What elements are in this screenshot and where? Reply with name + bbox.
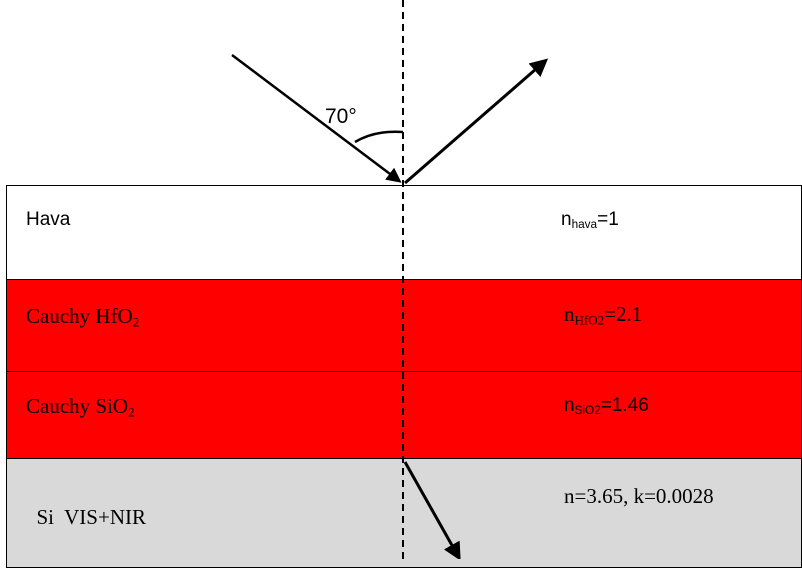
layer-sio2-name: Cauchy SiO2 [26,394,135,420]
layer-air-name-text: Hava [26,209,71,230]
layer-hfo2-name-sub: 2 [132,314,140,330]
transmitted-ray-arrow [403,461,461,559]
layer-air-name: Hava [26,210,70,229]
incident-ray-arrow [231,54,402,183]
layer-sio2-name-text: Cauchy SiO [26,394,129,418]
layer-sio2-index-value: =1.46 [600,395,649,416]
layer-sio2-index: nSiO2=1.46 [564,395,649,417]
layer-air-index-prefix: n [561,209,572,230]
layer-sio2-index-sub: SiO2 [574,403,601,417]
angle-arc [354,130,404,144]
layer-si-index: n=3.65, k=0.0028 [564,486,714,507]
reflected-ray-arrow [404,58,549,185]
layer-hfo2-name: Cauchy HfO2 [26,304,140,330]
layer-si-name: Si VIS+NIR [26,486,146,528]
layer-hfo2-index: nHfO2=2.1 [564,302,643,328]
layer-hfo2-index-value: =2.1 [604,302,643,326]
layer-air-index: nhava=1 [561,209,619,231]
layer-air-index-value: =1 [597,209,619,230]
layer-sio2-name-sub: 2 [128,404,135,420]
layer-hfo2-index-prefix: n [564,302,575,326]
layer-si-substrate [6,458,802,568]
layer-si-name-text: Si VIS+NIR [36,505,146,529]
layer-si-index-value: n=3.65, k=0.0028 [564,484,714,508]
angle-label: 70° [325,105,357,128]
layer-hfo2-name-text: Cauchy HfO [26,304,133,328]
layer-sio2-index-prefix: n [564,395,575,416]
layer-air-index-sub: hava [571,217,598,231]
layer-hfo2-index-sub: HfO2 [574,312,605,328]
